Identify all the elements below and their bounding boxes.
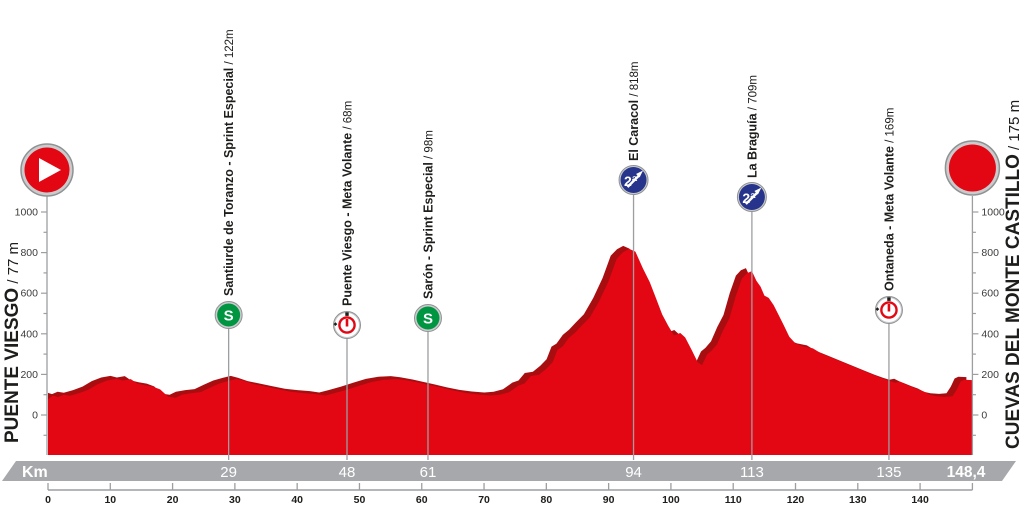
y-tick-label: 1000 bbox=[981, 207, 1005, 219]
ruler-label: 90 bbox=[603, 494, 615, 506]
stopwatch-crown bbox=[345, 312, 349, 316]
sprint-icon: S bbox=[413, 304, 442, 332]
y-tick-label: 0 bbox=[32, 410, 38, 422]
sprint-letter: S bbox=[224, 308, 234, 325]
y-tick-label: 600 bbox=[981, 288, 999, 300]
km-band-unit: Km bbox=[22, 464, 48, 481]
y-tick-label: 800 bbox=[981, 247, 999, 259]
icon-disc bbox=[217, 303, 241, 327]
profile-fill bbox=[48, 248, 973, 455]
ruler-label: 20 bbox=[167, 494, 179, 506]
climb-category-label: 2ª bbox=[624, 173, 638, 189]
climb-cat2-icon: 2ª bbox=[736, 182, 767, 212]
ruler-label: 30 bbox=[229, 494, 241, 506]
climb-arrow-head bbox=[636, 170, 644, 178]
y-tick-label: 400 bbox=[981, 328, 999, 340]
waypoint-label: Ontaneda - Meta Volante / 169m bbox=[882, 108, 896, 291]
km-band-value: 94 bbox=[625, 464, 642, 481]
km-band-value: 135 bbox=[876, 464, 901, 481]
ruler: 0 10 20 30 40 50 60 70 80 90 100 110 120 130 140 bbox=[45, 483, 974, 506]
ruler-label: 60 bbox=[416, 494, 428, 506]
sprint-letter: S bbox=[423, 311, 433, 328]
y-tick-label: 800 bbox=[20, 247, 38, 259]
ruler-label: 120 bbox=[787, 494, 805, 506]
icon-disc bbox=[948, 144, 996, 192]
ruler-label: 0 bbox=[45, 494, 51, 506]
y-tick-label: 0 bbox=[981, 410, 987, 422]
km-band-final-value: 148,4 bbox=[947, 464, 986, 481]
waypoint-label: Puente Viesgo - Meta Volante / 68m bbox=[341, 101, 355, 306]
km-band-value: 29 bbox=[220, 464, 237, 481]
ruler-label: 50 bbox=[354, 494, 366, 506]
y-axis-left: 0 200 400 600 800 1000 bbox=[15, 196, 48, 455]
ruler-label: 140 bbox=[911, 494, 929, 506]
sprint-icon: S bbox=[214, 301, 243, 329]
ruler-label: 80 bbox=[540, 494, 552, 506]
climb-arrow-shaft bbox=[745, 191, 759, 205]
climb-cat2-icon: 2ª bbox=[618, 165, 649, 195]
ruler-label: 130 bbox=[849, 494, 867, 506]
ruler-label: 70 bbox=[478, 494, 490, 506]
finish-label: CUEVAS DEL MONTE CASTILLO / 175 m bbox=[1003, 100, 1024, 449]
meta-volante-icon bbox=[874, 296, 903, 324]
waypoint-label: Santiurde de Toranzo - Sprint Especial /… bbox=[222, 29, 236, 296]
profile-area bbox=[48, 245, 973, 455]
y-tick-label: 200 bbox=[981, 369, 999, 381]
climb-category-label: 2ª bbox=[742, 190, 756, 206]
km-band-value: 48 bbox=[339, 464, 356, 481]
climb-arrow-head bbox=[754, 187, 762, 195]
start-label: PUENTE VIESGO / 77 m bbox=[2, 242, 23, 443]
y-tick-label: 200 bbox=[20, 369, 38, 381]
ruler-label: 40 bbox=[291, 494, 303, 506]
waypoint-label: Sarón - Sprint Especial / 98m bbox=[421, 130, 435, 299]
play-triangle bbox=[39, 158, 61, 182]
waypoint-label: El Caracol / 818m bbox=[627, 62, 641, 162]
climb-arrow-shaft bbox=[626, 174, 641, 188]
y-tick-label: 400 bbox=[20, 328, 38, 340]
stopwatch-button bbox=[333, 322, 338, 326]
finish-icon bbox=[944, 140, 1001, 196]
y-tick-label: 1000 bbox=[15, 207, 39, 219]
stopwatch-button bbox=[875, 307, 880, 311]
ruler-label: 10 bbox=[104, 494, 116, 506]
km-band-value: 113 bbox=[740, 464, 764, 481]
stopwatch-crown bbox=[887, 297, 891, 301]
ruler-label: 100 bbox=[662, 494, 680, 506]
km-band-shape bbox=[2, 461, 1016, 481]
y-tick-label: 600 bbox=[20, 288, 38, 300]
y-axis-right: 0 200 400 600 800 1000 bbox=[971, 196, 1005, 455]
ruler-label: 110 bbox=[725, 494, 742, 506]
waypoint-lines bbox=[227, 180, 890, 460]
icon-disc bbox=[416, 306, 440, 330]
km-band-value: 61 bbox=[420, 464, 437, 481]
start-icon bbox=[20, 143, 74, 197]
waypoint-label: La Braguía / 709m bbox=[745, 75, 759, 178]
km-band: Km 29 48 61 94 113 135 148,4 bbox=[2, 461, 1016, 481]
meta-volante-icon bbox=[333, 311, 362, 339]
